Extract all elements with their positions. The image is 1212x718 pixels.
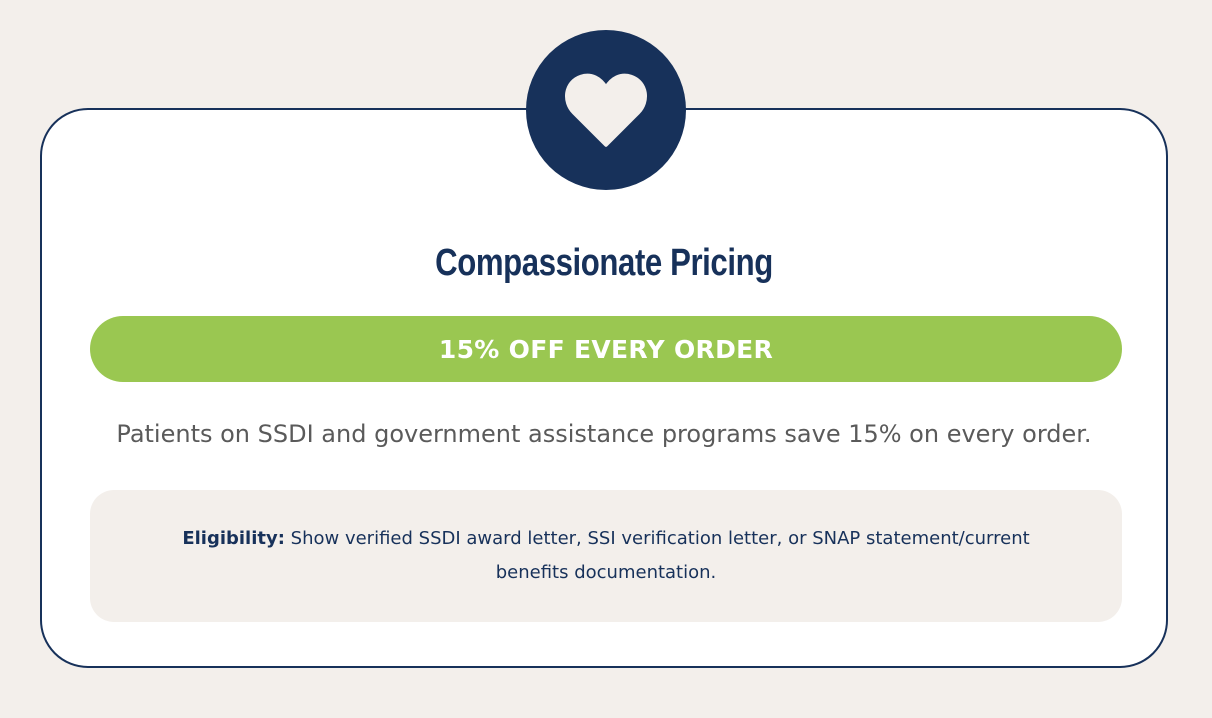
pricing-description: Patients on SSDI and government assistan… <box>116 420 1092 448</box>
offer-banner: 15% OFF EVERY ORDER <box>90 316 1122 382</box>
heart-icon <box>561 62 651 159</box>
eligibility-label: Eligibility: <box>182 528 285 549</box>
heart-badge <box>526 30 686 190</box>
eligibility-requirements: Show verified SSDI award letter, SSI ver… <box>284 528 1030 583</box>
eligibility-text: Eligibility: Show verified SSDI award le… <box>151 522 1061 590</box>
eligibility-box: Eligibility: Show verified SSDI award le… <box>90 490 1122 622</box>
compassionate-pricing-card: Compassionate Pricing 15% OFF EVERY ORDE… <box>40 108 1168 668</box>
card-title: Compassionate Pricing <box>435 242 773 284</box>
